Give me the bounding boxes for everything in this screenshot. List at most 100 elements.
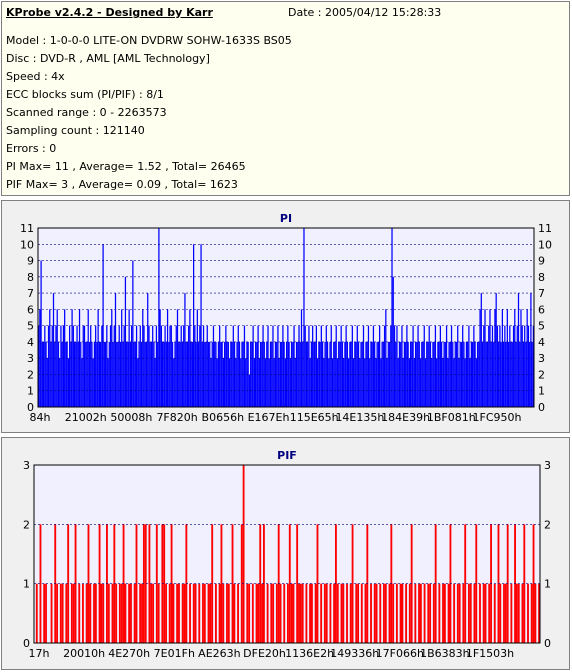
pif-bar — [163, 524, 166, 643]
pif-bar — [128, 583, 131, 643]
pif-bar — [521, 583, 524, 643]
pi-bar — [193, 244, 195, 407]
pi-bar — [419, 358, 422, 407]
pi-bar — [199, 325, 201, 407]
pi-bar — [69, 325, 71, 407]
pif-ytick-right: 3 — [544, 459, 551, 472]
pif-bar — [418, 583, 420, 643]
pi-bar — [462, 325, 464, 407]
pi-bar — [469, 358, 471, 407]
pi-bar — [529, 341, 531, 407]
pif-bar — [467, 583, 470, 643]
pif-bar — [233, 583, 236, 643]
pi-xtick: 7F820h — [156, 411, 197, 424]
pif-bar — [309, 583, 312, 643]
pi-ytick-right: 2 — [538, 368, 545, 381]
pif-bar — [527, 583, 529, 643]
pif-bar — [423, 583, 426, 643]
pif-bar — [172, 583, 175, 643]
pif-bar — [279, 583, 282, 643]
pi-bar — [236, 341, 238, 407]
pi-bar — [106, 325, 108, 407]
pif-xtick: 149336h — [330, 647, 379, 660]
pi-xtick: 184E39h — [381, 411, 430, 424]
pif-bar — [499, 583, 502, 643]
pi-bar — [375, 358, 377, 407]
pi-ytick-right: 8 — [538, 271, 545, 284]
pi-bar — [493, 341, 495, 407]
info-speed: Speed : 4x — [6, 70, 65, 83]
pi-xtick: 21002h — [65, 411, 107, 424]
pif-bar — [292, 583, 295, 643]
pif-bar — [257, 583, 260, 643]
pif-bar — [384, 583, 387, 643]
pif-bar — [181, 583, 184, 643]
pif-bar — [59, 583, 62, 643]
pif-bar — [388, 583, 391, 643]
pi-bar — [391, 228, 393, 407]
pif-bar — [395, 583, 398, 643]
pif-xtick: 7E01Fh — [154, 647, 195, 660]
pi-xtick: 84h — [30, 411, 51, 424]
pi-bar — [313, 341, 315, 407]
pif-bar — [111, 583, 114, 643]
pi-bar — [168, 341, 170, 407]
pif-bar — [311, 583, 313, 643]
pi-bar — [159, 309, 161, 407]
pi-xtick: B0656h — [202, 411, 245, 424]
pi-bar — [473, 325, 475, 407]
pif-bar — [299, 583, 302, 643]
pif-bar — [133, 583, 136, 643]
pif-bar — [482, 583, 485, 643]
pif-xtick: DFE20h — [243, 647, 286, 660]
pi-bar — [219, 325, 221, 407]
pi-bar — [413, 358, 415, 407]
pif-bar — [102, 583, 105, 643]
pif-bar — [272, 583, 275, 643]
pif-bar — [124, 583, 127, 643]
pif-bar — [493, 583, 496, 643]
pif-bar — [248, 583, 251, 643]
pi-bar — [60, 325, 62, 407]
pif-bar — [288, 524, 291, 643]
pif-bar — [301, 583, 304, 643]
pi-bar — [284, 358, 286, 407]
pi-bar — [437, 341, 439, 407]
pif-bar — [237, 583, 239, 643]
pif-bar — [364, 583, 367, 643]
pi-bar — [259, 341, 262, 407]
pi-bar — [92, 358, 94, 407]
pif-bar — [355, 583, 358, 643]
pi-bar — [439, 325, 441, 407]
pi-bar — [100, 341, 102, 407]
pi-bar — [323, 358, 325, 407]
pi-bar — [397, 358, 399, 407]
pi-bar — [359, 358, 361, 407]
pif-bar — [438, 583, 441, 643]
pif-chart-panel: PIF 0 0 1 1 2 2 3 3 17h 20010h 4E270h 7E01Fh AE263h DF… — [1, 437, 570, 670]
pi-bar — [52, 293, 55, 407]
pi-bar — [509, 325, 511, 407]
pif-bar — [534, 583, 537, 643]
pi-bar — [458, 358, 460, 407]
pi-bar — [202, 325, 205, 407]
pi-bar — [289, 358, 291, 407]
pi-bar — [293, 325, 295, 407]
pi-bar — [335, 325, 337, 407]
pif-bar — [479, 583, 481, 643]
pi-bar — [308, 325, 310, 407]
pi-bar — [309, 358, 311, 407]
pi-bar — [441, 341, 443, 407]
pi-bar — [131, 325, 133, 407]
pif-bar — [227, 583, 230, 643]
pif-plot-border — [33, 464, 541, 644]
pif-bar — [148, 524, 151, 643]
pi-bar — [59, 358, 61, 407]
pif-bar — [203, 583, 206, 643]
pi-bar — [387, 341, 389, 407]
pi-bar — [47, 325, 50, 407]
pi-bar — [148, 325, 150, 407]
pi-bar — [132, 260, 134, 407]
pi-bar — [371, 341, 373, 407]
